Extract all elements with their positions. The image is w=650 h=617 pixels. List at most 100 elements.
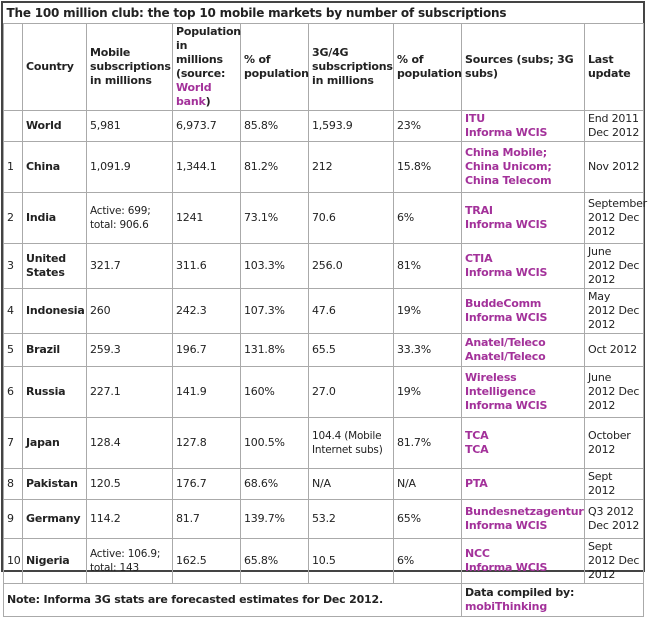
country-cell: Germany — [22, 499, 87, 539]
rank-cell: 9 — [3, 499, 23, 539]
last-update-cell: Q3 2012 Dec 2012 — [583, 499, 645, 539]
source-link[interactable]: Informa WCIS — [465, 218, 548, 231]
pct-3g-cell: 19% — [393, 366, 462, 418]
population-cell: 141.9 — [172, 366, 241, 418]
footer-compiled: Data compiled by: mobiThinking — [460, 583, 645, 617]
last-update-cell: June 2012 Dec 2012 — [583, 243, 645, 289]
source-link[interactable]: China Unicom; — [465, 160, 552, 173]
country-cell: Pakistan — [22, 468, 87, 500]
sources-cell: TRAI Informa WCIS — [461, 192, 585, 244]
rank-cell: 10 — [3, 538, 23, 584]
country-cell: United States — [22, 243, 87, 289]
pct-population-cell: 100.5% — [240, 417, 309, 469]
mobile-subs-cell: 227.1 — [86, 366, 173, 418]
table-row: 1 China 1,091.9 1,344.1 81.2% 212 15.8% China M… — [3, 141, 645, 193]
source-link[interactable]: TRAI — [465, 204, 493, 217]
pct-3g-cell: N/A — [393, 468, 462, 500]
sources-cell: NCC Informa WCIS — [461, 538, 585, 584]
compiled-label: Data compiled by: — [465, 586, 575, 599]
last-update-cell: Sept 2012 — [583, 468, 645, 500]
source-link[interactable]: Informa WCIS — [465, 519, 548, 532]
source-link[interactable]: Anatel/Teleco — [465, 336, 546, 349]
source-link[interactable]: ITU — [465, 112, 485, 125]
source-link[interactable]: PTA — [465, 477, 488, 490]
source-link[interactable]: Informa WCIS — [465, 266, 548, 279]
rank-cell: 5 — [3, 333, 23, 367]
source-link[interactable]: Informa WCIS — [465, 126, 548, 139]
3g-subs-cell: 1,593.9 — [308, 110, 394, 142]
mobile-subs-cell: 5,981 — [86, 110, 173, 142]
table-row: 9 Germany 114.2 81.7 139.7% 53.2 65% Bundesnetz… — [3, 499, 645, 539]
sources-cell: China Mobile; China Unicom; China Telecom — [461, 141, 585, 193]
sources-cell: Bundesnetzagentur Informa WCIS — [461, 499, 585, 539]
last-update-cell: September 2012 Dec 2012 — [583, 192, 647, 244]
table-row: 6 Russia 227.1 141.9 160% 27.0 19% Wireless Int… — [3, 366, 645, 418]
table-row: 4 Indonesia 260 242.3 107.3% 47.6 19% BuddeComm… — [3, 288, 645, 334]
header-country: Country — [22, 23, 87, 111]
population-cell: 1,344.1 — [172, 141, 241, 193]
sources-cell: Wireless Intelligence Informa WCIS — [461, 366, 585, 418]
last-update-cell: Oct 2012 — [583, 333, 645, 367]
rank-cell: 8 — [3, 468, 23, 500]
pct-population-cell: 68.6% — [240, 468, 309, 500]
mobile-subs-cell: 120.5 — [86, 468, 173, 500]
rank-cell — [3, 110, 23, 142]
source-link[interactable]: NCC — [465, 547, 490, 560]
table-row: 7 Japan 128.4 127.8 100.5% 104.4 (Mobile Inte… — [3, 417, 645, 469]
header-last-update: Last update — [583, 23, 645, 111]
country-cell: China — [22, 141, 87, 193]
source-link[interactable]: BuddeComm — [465, 297, 542, 310]
sources-cell: PTA — [461, 468, 585, 500]
source-link[interactable]: TCA — [465, 443, 489, 456]
population-cell: 1241 — [172, 192, 241, 244]
footer-note: Note: Informa 3G stats are forecasted es… — [3, 583, 462, 617]
pct-population-cell: 73.1% — [240, 192, 309, 244]
table-row: World 5,981 6,973.7 85.8% 1,593.9 23% ITU Infor… — [3, 110, 645, 142]
world-bank-link[interactable]: World bank — [176, 81, 212, 108]
header-3g: 3G/4G subscriptions in millions — [308, 23, 394, 111]
pct-3g-cell: 65% — [393, 499, 462, 539]
source-link[interactable]: Informa WCIS — [465, 399, 548, 412]
mobile-subs-cell: 321.7 — [86, 243, 173, 289]
population-cell: 81.7 — [172, 499, 241, 539]
table-title: The 100 million club: the top 10 mobile … — [3, 3, 644, 24]
sources-cell: CTIA Informa WCIS — [461, 243, 585, 289]
rank-cell: 4 — [3, 288, 23, 334]
source-link[interactable]: TCA — [465, 429, 489, 442]
sources-cell: ITU Informa WCIS — [461, 110, 585, 142]
country-cell: Russia — [22, 366, 87, 418]
mobile-subs-cell: Active: 106.9; total: 143 — [86, 538, 173, 584]
mobithinking-link[interactable]: mobiThinking — [465, 600, 547, 613]
source-link[interactable]: China Mobile; — [465, 146, 547, 159]
mobile-subs-cell: 114.2 — [86, 499, 173, 539]
source-link[interactable]: China Telecom — [465, 174, 552, 187]
source-link[interactable]: Informa WCIS — [465, 561, 548, 574]
table-row: 10 Nigeria Active: 106.9; total: 143 162.5 6… — [3, 538, 645, 584]
source-link[interactable]: Wireless Intelligence — [465, 371, 536, 398]
pct-population-cell: 103.3% — [240, 243, 309, 289]
mobile-subs-cell: 128.4 — [86, 417, 173, 469]
pct-3g-cell: 33.3% — [393, 333, 462, 367]
sources-cell: BuddeComm Informa WCIS — [461, 288, 585, 334]
table-row: 8 Pakistan 120.5 176.7 68.6% N/A N/A PTA Sept 20… — [3, 468, 645, 500]
3g-subs-cell: 212 — [308, 141, 394, 193]
mobile-subs-cell: 260 — [86, 288, 173, 334]
country-cell: Nigeria — [22, 538, 87, 584]
country-cell: India — [22, 192, 87, 244]
header-sources: Sources (subs; 3G subs) — [461, 23, 585, 111]
last-update-cell: October 2012 — [583, 417, 645, 469]
source-link[interactable]: Anatel/Teleco — [465, 350, 546, 363]
mobile-subs-cell: 259.3 — [86, 333, 173, 367]
source-link[interactable]: Bundesnetzagentur — [465, 505, 584, 518]
population-cell: 162.5 — [172, 538, 241, 584]
source-link[interactable]: Informa WCIS — [465, 311, 548, 324]
last-update-cell: End 2011 Dec 2012 — [583, 110, 645, 142]
pct-3g-cell: 81% — [393, 243, 462, 289]
3g-subs-cell: 27.0 — [308, 366, 394, 418]
source-link[interactable]: CTIA — [465, 252, 493, 265]
rank-cell: 3 — [3, 243, 23, 289]
table-row: 2 India Active: 699; total: 906.6 1241 73.1%… — [3, 192, 647, 244]
3g-subs-cell: 256.0 — [308, 243, 394, 289]
pct-3g-cell: 6% — [393, 538, 462, 584]
